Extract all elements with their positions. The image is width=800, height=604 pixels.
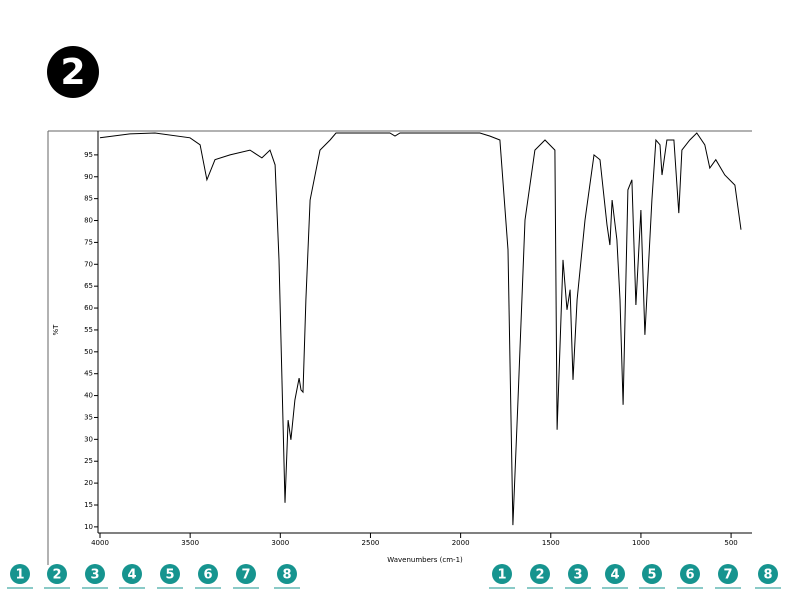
y-tick-label: 35 [84,413,93,421]
y-tick-label: 65 [84,282,93,290]
y-tick-label: 95 [84,151,93,159]
choice-button[interactable] [122,564,142,584]
choice-button[interactable] [758,564,778,584]
choice-button[interactable] [277,564,297,584]
y-tick-label: 25 [84,457,93,465]
y-tick-label: 40 [84,392,93,400]
x-tick-label: 2500 [362,539,380,547]
x-tick-label: 3000 [271,539,289,547]
x-tick-label: 4000 [91,539,109,547]
y-tick-label: 50 [84,348,93,356]
x-tick-label: 1500 [542,539,560,547]
choice-button[interactable] [568,564,588,584]
choice-button[interactable] [47,564,67,584]
choice-label[interactable]: 2 [535,568,544,583]
choice-label[interactable]: 5 [647,568,656,583]
choice-label[interactable]: 2 [52,568,61,583]
y-tick-label: 80 [84,217,93,225]
y-axis-label: %T [52,324,60,336]
y-tick-label: 55 [84,326,93,334]
y-tick-label: 75 [84,238,93,246]
choice-button[interactable] [198,564,218,584]
y-tick-label: 45 [84,370,93,378]
choice-label[interactable]: 8 [282,568,291,583]
x-tick-label: 1000 [632,539,650,547]
y-tick-label: 15 [84,501,93,509]
choice-label[interactable]: 6 [685,568,694,583]
choice-label[interactable]: 1 [15,568,24,583]
choice-label[interactable]: 7 [241,568,250,583]
choice-button[interactable] [680,564,700,584]
x-tick-label: 3500 [181,539,199,547]
choice-label[interactable]: 8 [763,568,772,583]
x-axis-label: Wavenumbers (cm-1) [387,556,463,564]
x-tick-label: 2000 [452,539,470,547]
choice-label[interactable]: 5 [165,568,174,583]
y-tick-label: 90 [84,173,93,181]
y-tick-label: 85 [84,195,93,203]
choice-label[interactable]: 4 [610,568,619,583]
y-tick-label: 60 [84,304,93,312]
question-number: 2 [60,52,85,93]
choice-button[interactable] [605,564,625,584]
x-tick-label: 500 [724,539,737,547]
choice-button[interactable] [160,564,180,584]
question-badge [47,46,99,98]
y-tick-label: 30 [84,435,93,443]
y-tick-label: 20 [84,479,93,487]
choice-button[interactable] [10,564,30,584]
choice-button[interactable] [492,564,512,584]
y-tick-label: 10 [84,523,93,531]
choice-label[interactable]: 6 [203,568,212,583]
choice-label[interactable]: 3 [90,568,99,583]
y-tick-label: 70 [84,260,93,268]
choice-button[interactable] [718,564,738,584]
choice-button[interactable] [236,564,256,584]
choice-label[interactable]: 4 [127,568,136,583]
choice-label[interactable]: 7 [723,568,732,583]
choice-button[interactable] [642,564,662,584]
spectrum-line [99,132,742,526]
choice-button[interactable] [530,564,550,584]
choice-label[interactable]: 1 [497,568,506,583]
choice-button[interactable] [85,564,105,584]
choice-label[interactable]: 3 [573,568,582,583]
